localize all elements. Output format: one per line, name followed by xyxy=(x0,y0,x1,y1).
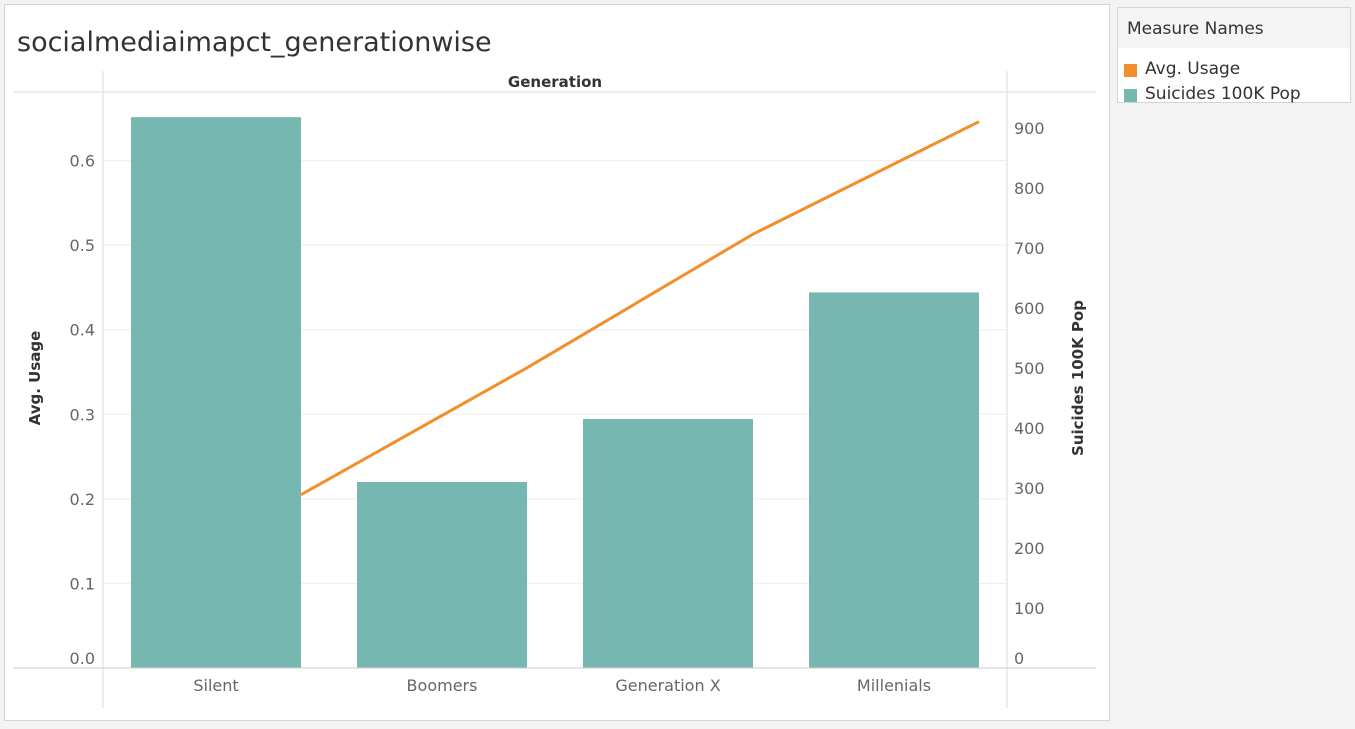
right-tick-label: 900 xyxy=(1014,119,1045,138)
category-label: Boomers xyxy=(407,676,478,695)
category-label: Silent xyxy=(193,676,238,695)
right-axis-title: Suicides 100K Pop xyxy=(1069,300,1087,456)
legend-item-avg-usage[interactable]: Avg. Usage xyxy=(1124,59,1344,84)
right-tick-label: 400 xyxy=(1014,419,1045,438)
left-tick-label: 0.2 xyxy=(70,490,95,509)
right-tick-label: 300 xyxy=(1014,479,1045,498)
chart: Generation 0.0 0.1 0.2 0.3 0.4 0.5 0.6 0 100 200 30… xyxy=(13,71,1096,708)
legend-swatch-avg-usage xyxy=(1124,64,1137,77)
bar-millenials xyxy=(809,292,979,668)
right-tick-label: 600 xyxy=(1014,299,1045,318)
legend: Measure Names Avg. Usage Suicides 100K P… xyxy=(1117,7,1351,104)
category-label: Millenials xyxy=(857,676,931,695)
right-tick-label: 800 xyxy=(1014,179,1045,198)
right-tick-label: 200 xyxy=(1014,539,1045,558)
bar-boomers xyxy=(357,482,527,668)
left-tick-label: 0.6 xyxy=(70,152,95,171)
left-tick-label: 0.1 xyxy=(70,574,95,593)
column-header-generation: Generation xyxy=(508,73,602,91)
legend-label-suicides: Suicides 100K Pop xyxy=(1145,84,1301,104)
legend-item-suicides[interactable]: Suicides 100K Pop xyxy=(1124,84,1344,109)
left-axis-title: Avg. Usage xyxy=(26,331,44,426)
bar-generation-x xyxy=(583,419,753,668)
right-tick-label: 100 xyxy=(1014,599,1045,618)
legend-swatch-suicides xyxy=(1124,89,1137,102)
left-tick-label: 0.3 xyxy=(70,405,95,424)
left-tick-label: 0.0 xyxy=(70,649,95,668)
right-tick-label: 500 xyxy=(1014,359,1045,378)
line-avg-usage xyxy=(300,120,980,496)
legend-header: Measure Names xyxy=(1118,8,1350,48)
category-label: Generation X xyxy=(615,676,720,695)
legend-title: Measure Names xyxy=(1127,19,1264,39)
bar-silent xyxy=(131,117,301,668)
left-tick-label: 0.4 xyxy=(70,321,95,340)
right-tick-label: 0 xyxy=(1014,649,1024,668)
left-tick-label: 0.5 xyxy=(70,236,95,255)
right-tick-label: 700 xyxy=(1014,239,1045,258)
sheet-title: socialmediaimapct_generationwise xyxy=(17,27,492,58)
legend-label-avg-usage: Avg. Usage xyxy=(1145,59,1241,79)
